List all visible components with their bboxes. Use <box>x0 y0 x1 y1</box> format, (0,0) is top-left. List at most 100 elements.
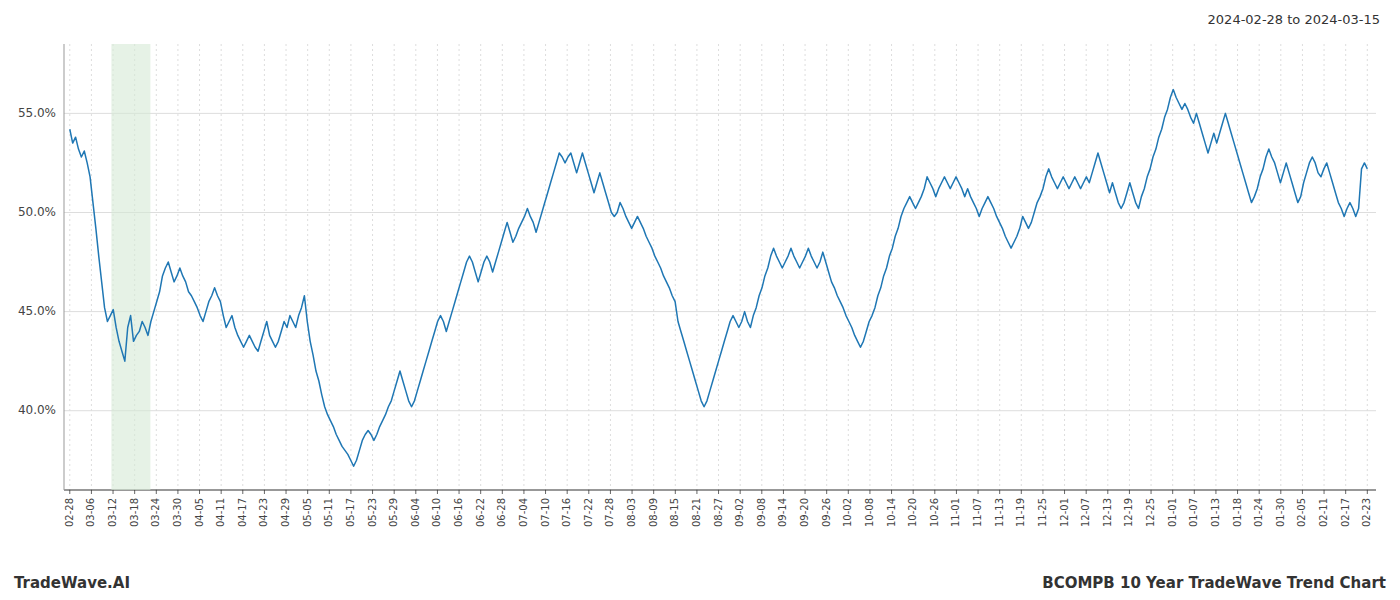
x-grid-line <box>1064 44 1065 490</box>
x-tick-label: 07-16 <box>561 498 572 527</box>
x-tick-label: 04-17 <box>237 498 248 527</box>
x-grid-line <box>913 44 914 490</box>
subtitle: 2024-02-28 to 2024-03-15 <box>1208 12 1380 27</box>
x-grid-line <box>459 44 460 490</box>
x-tick-label: 08-15 <box>669 498 680 527</box>
x-tick-label: 11-25 <box>1037 498 1048 527</box>
x-grid-line <box>1194 44 1195 490</box>
x-grid-line <box>675 44 676 490</box>
x-grid-line <box>394 44 395 490</box>
x-tick-label: 06-16 <box>453 498 464 527</box>
x-grid-line <box>242 44 243 490</box>
grid <box>64 44 1376 490</box>
x-tick-label: 06-04 <box>410 498 421 527</box>
x-grid-line <box>1086 44 1087 490</box>
x-tick-label: 07-28 <box>604 498 615 527</box>
x-grid-line <box>1302 44 1303 490</box>
x-grid-line <box>286 44 287 490</box>
y-grid-line <box>64 113 1376 114</box>
x-grid-line <box>1259 44 1260 490</box>
x-grid-line <box>653 44 654 490</box>
x-tick-label: 05-29 <box>388 498 399 527</box>
x-tick-label: 03-30 <box>172 498 183 527</box>
x-grid-line <box>350 44 351 490</box>
x-tick-label: 10-14 <box>886 498 897 527</box>
x-tick-label: 07-04 <box>518 498 529 527</box>
x-tick-label: 07-22 <box>583 498 594 527</box>
x-tick-label: 08-03 <box>626 498 637 527</box>
x-tick-label: 01-18 <box>1232 498 1243 527</box>
highlight-region <box>111 44 150 490</box>
x-grid-line <box>502 44 503 490</box>
x-grid-line <box>1215 44 1216 490</box>
x-grid-line <box>718 44 719 490</box>
x-tick-label: 02-05 <box>1296 498 1307 527</box>
x-grid-line <box>1324 44 1325 490</box>
y-grid-line <box>64 212 1376 213</box>
x-tick-label: 04-23 <box>258 498 269 527</box>
x-tick-label: 11-07 <box>972 498 983 527</box>
line <box>70 90 1368 467</box>
x-axis-line <box>64 489 1376 490</box>
x-grid-line <box>848 44 849 490</box>
x-tick-label: 05-23 <box>367 498 378 527</box>
x-tick-label: 12-19 <box>1123 498 1134 527</box>
x-tick-label: 10-08 <box>864 498 875 527</box>
x-tick-label: 08-27 <box>713 498 724 527</box>
x-grid-line <box>956 44 957 490</box>
x-grid-line <box>1345 44 1346 490</box>
y-grid-line <box>64 410 1376 411</box>
x-tick-label: 06-22 <box>475 498 486 527</box>
x-tick-label: 01-01 <box>1167 498 1178 527</box>
x-grid-line <box>69 44 70 490</box>
x-tick-label: 05-11 <box>323 498 334 527</box>
x-grid-line <box>329 44 330 490</box>
x-tick-label: 01-13 <box>1210 498 1221 527</box>
x-tick-label: 11-19 <box>1015 498 1026 527</box>
x-grid-line <box>740 44 741 490</box>
x-grid-line <box>415 44 416 490</box>
x-tick-label: 04-05 <box>194 498 205 527</box>
x-grid-line <box>545 44 546 490</box>
x-tick-label: 01-07 <box>1188 498 1199 527</box>
x-grid-line <box>156 44 157 490</box>
x-tick-label: 02-28 <box>64 498 75 527</box>
x-grid-line <box>177 44 178 490</box>
x-grid-line <box>264 44 265 490</box>
x-tick-label: 09-26 <box>821 498 832 527</box>
x-grid-line <box>523 44 524 490</box>
x-grid-line <box>1021 44 1022 490</box>
x-grid-line <box>891 44 892 490</box>
x-grid-line <box>221 44 222 490</box>
y-tick-label: 55.0% <box>18 106 56 120</box>
x-tick-label: 04-11 <box>215 498 226 527</box>
x-tick-label: 03-06 <box>85 498 96 527</box>
x-grid-line <box>307 44 308 490</box>
x-tick-label: 03-12 <box>107 498 118 527</box>
x-tick-label: 09-02 <box>734 498 745 527</box>
x-tick-label: 08-09 <box>648 498 659 527</box>
x-tick-label: 02-23 <box>1361 498 1372 527</box>
x-tick-label: 05-05 <box>302 498 313 527</box>
x-grid-line <box>978 44 979 490</box>
x-tick-label: 12-07 <box>1080 498 1091 527</box>
title: BCOMPB 10 Year TradeWave Trend Chart <box>1042 574 1386 592</box>
x-grid-line <box>588 44 589 490</box>
x-tick-label: 09-20 <box>799 498 810 527</box>
x-tick-label: 03-18 <box>129 498 140 527</box>
chart: 40.0%45.0%50.0%55.0%02-2803-0603-1203-18… <box>0 0 1400 600</box>
x-grid-line <box>1042 44 1043 490</box>
x-grid-line <box>1151 44 1152 490</box>
x-tick-label: 06-28 <box>496 498 507 527</box>
x-tick-label: 12-01 <box>1059 498 1070 527</box>
x-tick-label: 01-24 <box>1253 498 1264 527</box>
x-grid-line <box>1237 44 1238 490</box>
x-tick-label: 02-17 <box>1340 498 1351 527</box>
x-tick-label: 01-30 <box>1275 498 1286 527</box>
y-grid-line <box>64 311 1376 312</box>
x-tick-label: 09-08 <box>756 498 767 527</box>
x-grid-line <box>91 44 92 490</box>
x-grid-line <box>805 44 806 490</box>
x-tick-label: 05-17 <box>345 498 356 527</box>
x-grid-line <box>1129 44 1130 490</box>
